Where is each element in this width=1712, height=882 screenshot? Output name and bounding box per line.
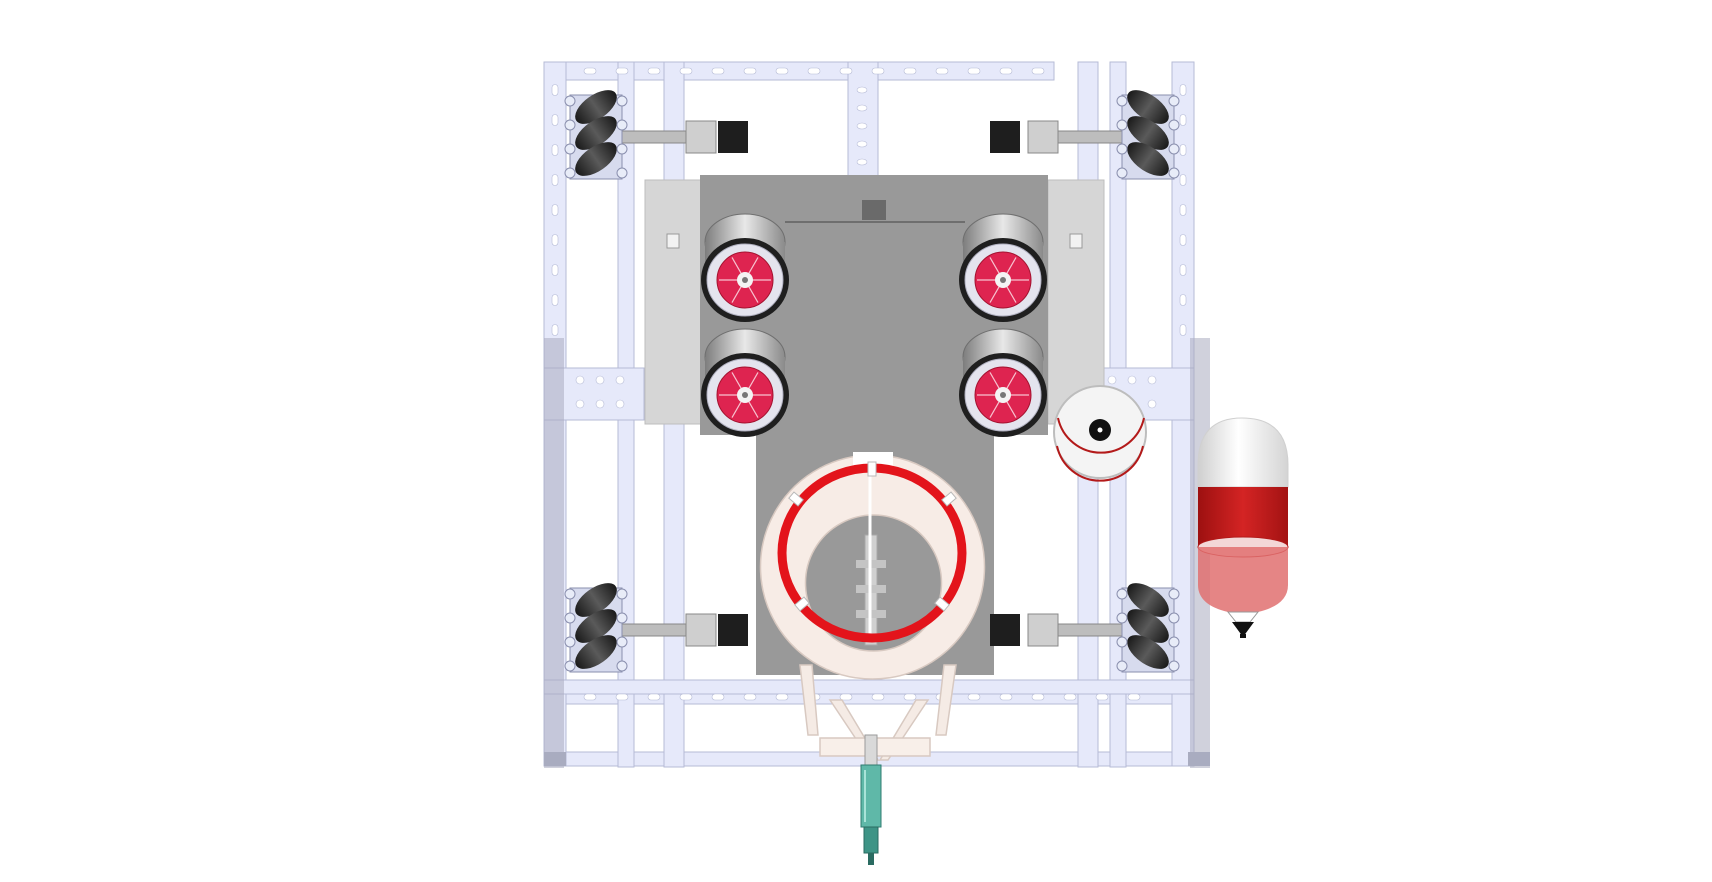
frame-rail-lower [543, 679, 1195, 695]
mecanum-wheels [564, 90, 1180, 673]
shooter-wheels [701, 213, 1047, 437]
shooter-wheel-top-left [701, 213, 789, 322]
mecanum-wheel-front-left [564, 90, 748, 180]
ball-cup [1053, 385, 1147, 482]
intake-assembly [759, 452, 986, 761]
shooter-wheel-bottom-right [959, 328, 1047, 437]
center-slide [856, 455, 886, 646]
mecanum-wheel-front-right [990, 90, 1180, 180]
bottle [1197, 417, 1289, 638]
mecanum-wheel-rear-right [990, 583, 1180, 673]
sensor-probe [860, 734, 882, 865]
side-bracket-left [644, 179, 702, 425]
side-bracket-right [1047, 179, 1105, 425]
shooter-wheel-top-right [959, 213, 1047, 322]
shooter-wheel-bottom-left [701, 328, 789, 437]
mecanum-wheel-rear-left [564, 583, 748, 673]
